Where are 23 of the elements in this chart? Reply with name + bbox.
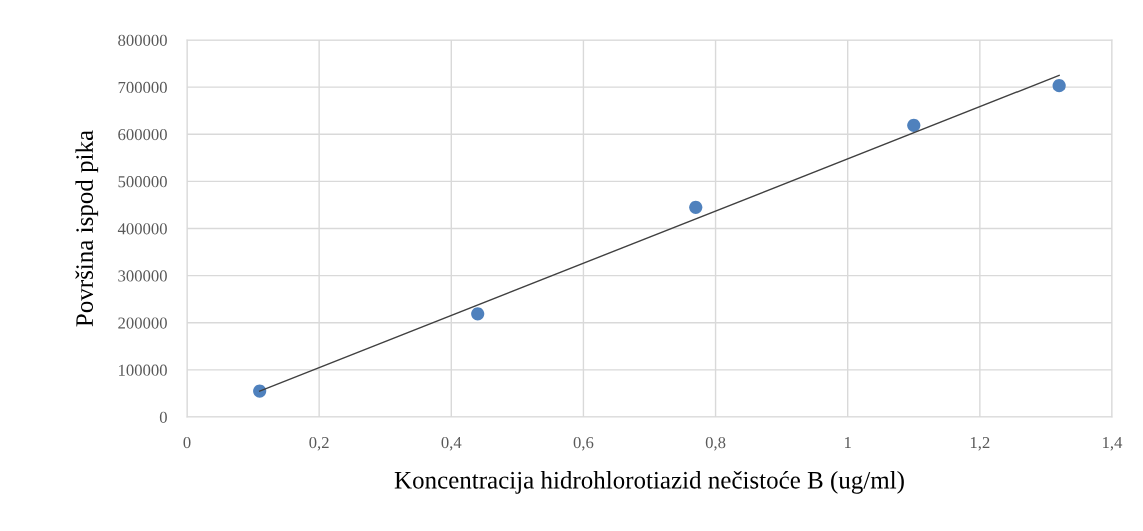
x-tick-label: 0,8 [705, 436, 726, 451]
point [1052, 79, 1066, 93]
x-tick-label: 0,6 [573, 436, 594, 451]
y-tick-label: 600000 [118, 128, 167, 141]
y-tick-label: 300000 [118, 270, 167, 282]
y-axis-title: Površina ispod pika [75, 130, 99, 327]
x-tick-label: 1,4 [1103, 437, 1123, 451]
point [907, 118, 921, 132]
point [471, 307, 485, 321]
x-axis-title: Koncentracija hidrohlorotiazid nečistoće B (ug/ml) [394, 471, 904, 494]
x-tick-label: 1,2 [970, 436, 990, 451]
x-tick-label: 0,2 [309, 436, 329, 451]
y-tick-label: 400000 [117, 223, 167, 235]
point [689, 200, 703, 214]
y-tick-label: 200000 [118, 317, 167, 329]
y-tick-label: 700000 [118, 81, 167, 94]
y-tick-label: 0 [159, 411, 167, 423]
x-tick-label: 1 [845, 437, 851, 449]
y-tick-label: 800000 [118, 34, 167, 46]
y-tick-label: 500000 [118, 176, 167, 188]
y-tick-label: 100000 [119, 364, 167, 376]
x-tick-label: 0,4 [441, 436, 462, 451]
x-tick-label: 0 [183, 436, 191, 449]
